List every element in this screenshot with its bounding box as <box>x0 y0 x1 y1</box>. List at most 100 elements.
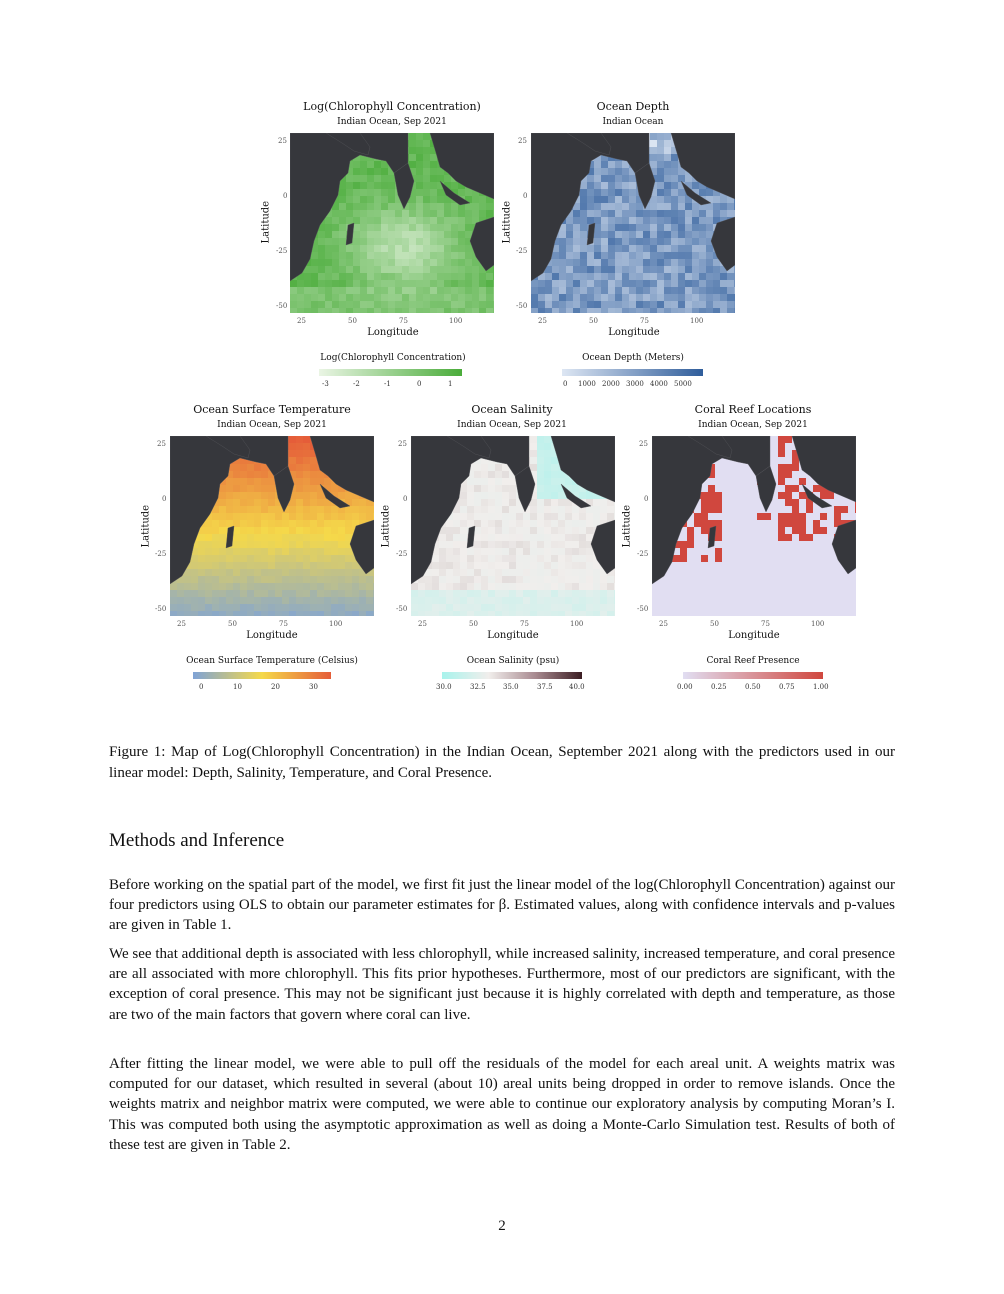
chl-title: Log(Chlorophyll Concentration) <box>303 100 481 113</box>
coral-map <box>652 436 856 616</box>
sal-legend-tick: 35.0 <box>503 683 519 691</box>
sst-ytick: -25 <box>155 550 167 558</box>
depth-legend-tick: 2000 <box>602 380 620 388</box>
chl-xtick: 25 <box>297 317 306 325</box>
sst-xtick: 50 <box>228 620 237 628</box>
sst-legend-tick: 30 <box>309 683 318 691</box>
page-number: 2 <box>498 1218 506 1234</box>
chl-legend-title: Log(Chlorophyll Concentration) <box>320 353 466 363</box>
coral-legend-tick: 0.75 <box>779 683 795 691</box>
depth-ytick: 25 <box>518 137 527 145</box>
sal-map <box>411 436 615 616</box>
chl-ylabel: Latitude <box>260 200 272 244</box>
sal-ylabel: Latitude <box>380 504 392 548</box>
depth-legend-bar <box>562 369 703 376</box>
chl-ytick: 0 <box>283 192 288 200</box>
sal-legend-tick: 32.5 <box>470 683 486 691</box>
coral-legend-tick: 0.50 <box>745 683 761 691</box>
coral-legend-tick: 1.00 <box>813 683 829 691</box>
coral-ytick: -50 <box>637 605 649 613</box>
sst-legend-title: Ocean Surface Temperature (Celsius) <box>186 656 358 666</box>
sal-subtitle: Indian Ocean, Sep 2021 <box>457 420 567 430</box>
paragraph-2: We see that additional depth is associat… <box>109 946 895 1023</box>
coral-ytick: -25 <box>637 550 649 558</box>
sst-map <box>170 436 374 616</box>
sst-title: Ocean Surface Temperature <box>193 403 351 416</box>
chl-xtick: 100 <box>449 317 463 325</box>
sst-ytick: 0 <box>162 495 167 503</box>
coral-xtick: 25 <box>659 620 668 628</box>
chl-subtitle: Indian Ocean, Sep 2021 <box>337 117 447 127</box>
sal-xtick: 25 <box>418 620 427 628</box>
sal-xtick: 50 <box>469 620 478 628</box>
depth-legend-tick: 1000 <box>578 380 596 388</box>
coral-ylabel: Latitude <box>621 504 633 548</box>
chl-legend-bar <box>319 369 462 376</box>
coral-ytick: 25 <box>639 440 648 448</box>
chl-ytick: -50 <box>276 302 288 310</box>
sal-legend-title: Ocean Salinity (psu) <box>466 656 560 666</box>
coral-legend-tick: 0.00 <box>677 683 693 691</box>
depth-xtick: 100 <box>690 317 704 325</box>
depth-xtick: 50 <box>589 317 598 325</box>
paragraph-3: After fitting the linear model, we were … <box>109 1056 895 1153</box>
sst-ytick: -50 <box>155 605 167 613</box>
sst-legend-tick: 20 <box>271 683 280 691</box>
sst-legend-bar <box>193 672 331 679</box>
coral-xlabel: Longitude <box>728 630 780 641</box>
coral-xtick: 50 <box>710 620 719 628</box>
sal-xtick: 75 <box>520 620 529 628</box>
depth-ylabel: Latitude <box>501 200 513 244</box>
chl-xtick: 50 <box>348 317 357 325</box>
sst-xtick: 100 <box>329 620 343 628</box>
sst-xtick: 25 <box>177 620 186 628</box>
sst-ylabel: Latitude <box>140 504 152 548</box>
coral-subtitle: Indian Ocean, Sep 2021 <box>698 420 808 430</box>
depth-legend-title: Ocean Depth (Meters) <box>582 353 684 363</box>
sst-legend-tick: 0 <box>199 683 204 691</box>
depth-subtitle: Indian Ocean <box>602 117 664 127</box>
depth-ytick: -50 <box>516 302 528 310</box>
chl-legend-tick: 1 <box>448 380 453 388</box>
chl-xtick: 75 <box>399 317 408 325</box>
sal-legend-tick: 40.0 <box>569 683 585 691</box>
depth-ytick: -25 <box>516 247 528 255</box>
sal-title: Ocean Salinity <box>471 403 553 416</box>
coral-ytick: 0 <box>644 495 649 503</box>
chl-xlabel: Longitude <box>367 327 419 338</box>
figure-caption: Figure 1: Map of Log(Chlorophyll Concent… <box>109 744 895 781</box>
sal-ytick: 0 <box>403 495 408 503</box>
depth-ytick: 0 <box>523 192 528 200</box>
coral-legend-bar <box>683 672 823 679</box>
sal-legend-tick: 37.5 <box>537 683 553 691</box>
coral-xtick: 100 <box>811 620 825 628</box>
coral-legend-tick: 0.25 <box>711 683 727 691</box>
coral-title: Coral Reef Locations <box>694 403 812 416</box>
sst-ytick: 25 <box>157 440 166 448</box>
chl-legend-tick: 0 <box>417 380 422 388</box>
chl-ytick: -25 <box>276 247 288 255</box>
sst-subtitle: Indian Ocean, Sep 2021 <box>217 420 327 430</box>
depth-legend-tick: 5000 <box>674 380 692 388</box>
chl-legend-tick: -1 <box>384 380 391 388</box>
chl-legend-tick: -3 <box>322 380 329 388</box>
sal-ytick: -50 <box>396 605 408 613</box>
sst-xtick: 75 <box>279 620 288 628</box>
sal-ytick: -25 <box>396 550 408 558</box>
depth-xtick: 25 <box>538 317 547 325</box>
sst-xlabel: Longitude <box>246 630 298 641</box>
depth-xlabel: Longitude <box>608 327 660 338</box>
sal-xtick: 100 <box>570 620 584 628</box>
paragraph-1: Before working on the spatial part of th… <box>109 877 895 934</box>
chl-ytick: 25 <box>278 137 287 145</box>
depth-map <box>531 133 735 313</box>
depth-title: Ocean Depth <box>596 100 670 113</box>
sal-legend-bar <box>442 672 582 679</box>
depth-legend-tick: 0 <box>563 380 568 388</box>
depth-xtick: 75 <box>640 317 649 325</box>
sst-legend-tick: 10 <box>233 683 242 691</box>
sal-ytick: 25 <box>398 440 407 448</box>
sal-xlabel: Longitude <box>487 630 539 641</box>
section-title: Methods and Inference <box>109 830 285 851</box>
chl-legend-tick: -2 <box>353 380 360 388</box>
